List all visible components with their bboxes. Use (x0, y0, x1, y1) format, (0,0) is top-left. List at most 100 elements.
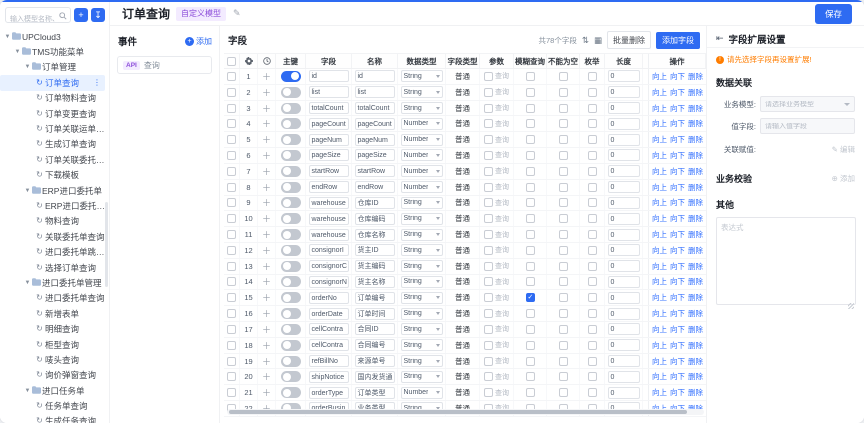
delete-link[interactable]: 删除 (688, 71, 703, 81)
primary-key-toggle[interactable] (280, 70, 301, 82)
data-type-select[interactable]: String (400, 291, 443, 304)
field-name-input[interactable]: startRow (354, 165, 395, 178)
row-checkbox[interactable] (227, 245, 236, 255)
move-down-link[interactable]: 向下 (670, 135, 685, 145)
delete-link[interactable]: 删除 (688, 87, 703, 97)
drag-handle-icon[interactable]: ＋ (261, 388, 271, 399)
data-type-select[interactable]: Number (400, 133, 443, 146)
move-down-link[interactable]: 向下 (670, 71, 685, 81)
primary-key-toggle[interactable] (280, 308, 301, 320)
length-input[interactable]: 0 (607, 260, 640, 273)
delete-link[interactable]: 删除 (688, 103, 703, 113)
length-input[interactable]: 0 (607, 323, 640, 336)
caret-down-icon[interactable]: ▼ (4, 33, 11, 40)
not-null-checkbox[interactable] (558, 293, 568, 303)
length-input[interactable]: 0 (607, 355, 640, 368)
more-actions-icon[interactable]: ⋮ (93, 78, 101, 88)
fuzzy-query-checkbox[interactable] (525, 324, 535, 334)
data-type-select[interactable]: String (400, 370, 443, 383)
primary-key-toggle[interactable] (280, 102, 301, 114)
caret-down-icon[interactable]: ▼ (24, 187, 31, 194)
move-up-link[interactable]: 向上 (652, 230, 667, 240)
drag-handle-icon[interactable]: ＋ (261, 71, 271, 82)
primary-key-toggle[interactable] (280, 323, 301, 335)
length-input[interactable]: 0 (607, 291, 640, 304)
drag-handle-icon[interactable]: ＋ (261, 87, 271, 98)
sync-fields-icon[interactable]: ⇅ (581, 34, 589, 45)
delete-link[interactable]: 删除 (688, 293, 703, 303)
primary-key-toggle[interactable] (280, 149, 301, 161)
field-name-input[interactable]: pageSize (354, 149, 395, 162)
field-code-input[interactable]: pageCount (308, 117, 349, 130)
fuzzy-query-checkbox[interactable] (525, 119, 535, 129)
fuzzy-query-checkbox[interactable] (525, 372, 535, 382)
fuzzy-query-checkbox[interactable] (525, 309, 535, 319)
tree-item-folder[interactable]: ▼ 订单管理 (24, 62, 77, 73)
move-down-link[interactable]: 向下 (670, 356, 685, 366)
move-down-link[interactable]: 向下 (670, 182, 685, 192)
enum-checkbox[interactable] (587, 71, 597, 81)
move-down-link[interactable]: 向下 (670, 277, 685, 287)
length-input[interactable]: 0 (607, 133, 640, 146)
enum-checkbox[interactable] (587, 230, 597, 240)
relation-edit-link[interactable]: ✎ 编辑 (831, 145, 855, 154)
delete-link[interactable]: 删除 (688, 372, 703, 382)
data-type-select[interactable]: String (400, 102, 443, 115)
enum-checkbox[interactable] (587, 293, 597, 303)
tree-item-model[interactable]: ↻ 订单查询 ⋮ (0, 75, 105, 91)
param-checkbox[interactable] (484, 135, 493, 145)
move-down-link[interactable]: 向下 (670, 87, 685, 97)
drag-handle-icon[interactable]: ＋ (261, 309, 271, 320)
move-down-link[interactable]: 向下 (670, 150, 685, 160)
param-checkbox[interactable] (484, 230, 493, 240)
move-up-link[interactable]: 向上 (652, 261, 667, 271)
not-null-checkbox[interactable] (558, 214, 568, 224)
row-checkbox[interactable] (227, 198, 236, 208)
field-name-input[interactable]: 仓库名称 (354, 228, 395, 241)
param-checkbox[interactable] (484, 309, 493, 319)
primary-key-toggle[interactable] (280, 387, 301, 399)
primary-key-toggle[interactable] (280, 181, 301, 193)
primary-key-toggle[interactable] (280, 371, 301, 383)
delete-link[interactable]: 删除 (688, 261, 703, 271)
fuzzy-query-checkbox[interactable] (525, 150, 535, 160)
tree-item-model[interactable]: ↻ 新增表单 (0, 306, 105, 321)
save-button[interactable]: 保存 (814, 3, 852, 24)
drag-handle-icon[interactable]: ＋ (261, 214, 271, 225)
move-down-link[interactable]: 向下 (670, 166, 685, 176)
param-checkbox[interactable] (484, 198, 493, 208)
field-code-input[interactable]: shipNotice (308, 370, 349, 383)
param-checkbox[interactable] (484, 119, 493, 129)
move-up-link[interactable]: 向上 (652, 87, 667, 97)
delete-link[interactable]: 删除 (688, 309, 703, 319)
enum-checkbox[interactable] (587, 166, 597, 176)
value-field-input[interactable] (760, 118, 855, 134)
move-up-link[interactable]: 向上 (652, 135, 667, 145)
delete-link[interactable]: 删除 (688, 135, 703, 145)
grid-view-icon[interactable]: ▦ (593, 34, 602, 45)
length-input[interactable]: 0 (607, 102, 640, 115)
fuzzy-query-checkbox[interactable] (525, 135, 535, 145)
move-up-link[interactable]: 向上 (652, 340, 667, 350)
fuzzy-query-checkbox[interactable] (525, 230, 535, 240)
tree-item-model[interactable]: ↻ 任务单查询 (0, 398, 105, 413)
length-input[interactable]: 0 (607, 307, 640, 320)
data-type-select[interactable]: String (400, 70, 443, 83)
not-null-checkbox[interactable] (558, 119, 568, 129)
field-name-input[interactable]: 订单时间 (354, 307, 395, 320)
event-api-card[interactable]: API 查询 (117, 56, 212, 74)
move-down-link[interactable]: 向下 (670, 324, 685, 334)
primary-key-toggle[interactable] (280, 355, 301, 367)
enum-checkbox[interactable] (587, 150, 597, 160)
add-field-button[interactable]: 添加字段 (656, 31, 700, 49)
length-input[interactable]: 0 (607, 181, 640, 194)
tree-item-model[interactable]: ↻进口委托单跳转查询 (0, 244, 105, 259)
enum-checkbox[interactable] (587, 277, 597, 287)
tree-item-model[interactable]: ↻订单关联运单查询 (0, 121, 105, 136)
move-up-link[interactable]: 向上 (652, 166, 667, 176)
tree-item-model[interactable]: ↻ 下载模板 (0, 168, 105, 183)
select-all-checkbox[interactable] (227, 56, 236, 66)
expression-textarea[interactable] (716, 217, 856, 305)
drag-handle-icon[interactable]: ＋ (261, 182, 271, 193)
tree-item-model[interactable]: ↻ 柜型查询 (0, 337, 105, 352)
